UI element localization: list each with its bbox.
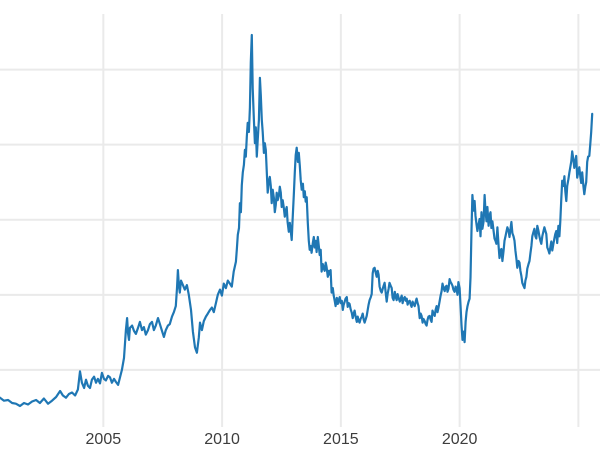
data-series [0,33,594,408]
x-tick-label: 2015 [323,431,359,448]
x-tick-label: 2010 [204,431,240,448]
gridlines [0,14,600,427]
price-line [0,33,594,408]
x-tick-label: 2005 [86,431,122,448]
x-tick-label: 2020 [442,431,478,448]
x-axis-tick-labels: 2005 2010 2015 2020 [86,431,478,448]
